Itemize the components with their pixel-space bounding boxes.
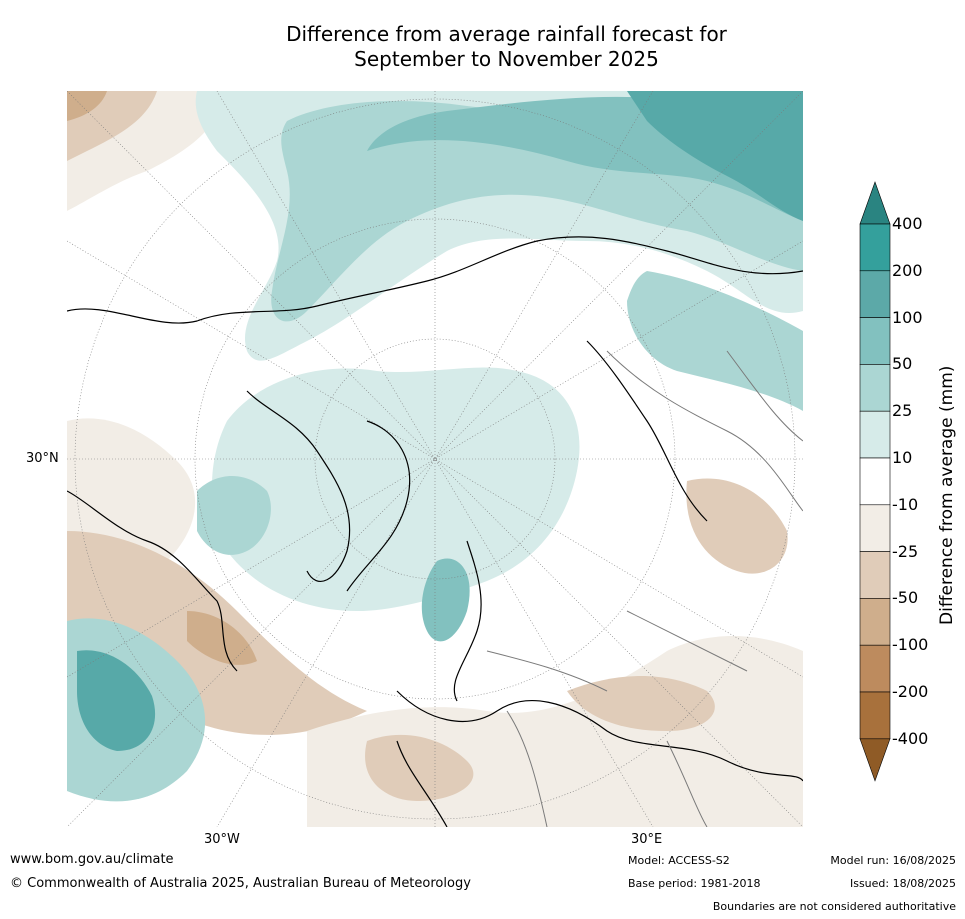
title-line-1: Difference from average rainfall forecas…	[286, 22, 727, 46]
colorbar-tick-label: -200	[892, 682, 929, 701]
colorbar-label: Difference from average (mm)	[937, 365, 957, 625]
graticule	[67, 91, 803, 827]
colorbar-extend-top	[859, 181, 891, 225]
colorbar-swatch	[859, 457, 891, 506]
rainfall-map	[67, 91, 803, 827]
map-title: Difference from average rainfall forecas…	[0, 22, 965, 72]
colorbar-swatch	[859, 598, 891, 646]
footer-issued: Issued: 18/08/2025	[849, 877, 956, 890]
colorbar-swatch	[859, 644, 891, 693]
lat-label-30n: 30°N	[26, 451, 59, 466]
colorbar-swatch	[859, 410, 891, 459]
footer-base-period: Base period: 1981-2018	[628, 877, 761, 890]
colorbar-extend-bottom	[859, 738, 891, 782]
title-line-2: September to November 2025	[354, 47, 659, 71]
dry-area-central-asia	[686, 478, 788, 574]
colorbar-tick-label: 10	[892, 448, 913, 467]
dry-core-atlantic	[187, 611, 257, 665]
footer-disclaimer: Boundaries are not considered authoritat…	[712, 900, 956, 913]
colorbar-tick-label: -50	[892, 588, 919, 608]
colorbar-tick-label: -10	[892, 494, 919, 514]
colorbar-swatch	[859, 317, 891, 365]
footer-copyright: © Commonwealth of Australia 2025, Austra…	[10, 876, 471, 891]
lon-label-30w: 30°W	[204, 832, 240, 847]
footer-model: Model: ACCESS-S2	[628, 854, 730, 867]
dry-area-mediterranean	[365, 734, 474, 801]
colorbar-swatch	[859, 364, 891, 412]
colorbar-swatch	[859, 223, 891, 272]
coastlines	[67, 236, 803, 827]
colorbar-tick-label: -100	[892, 635, 929, 655]
lon-label-30e: 30°E	[631, 832, 663, 847]
wet-area-russia-east	[627, 271, 803, 411]
colorbar-swatch	[859, 270, 891, 318]
wet-core-southwest-atlantic	[77, 650, 156, 751]
wet-core-east	[627, 91, 803, 221]
colorbar-tick-label: 25	[892, 401, 913, 421]
dry-core-small	[67, 91, 107, 121]
colorbar-tick-label: 400	[892, 214, 923, 233]
footer-website: www.bom.gov.au/climate	[10, 852, 174, 867]
colorbar-swatch	[859, 504, 891, 552]
colorbar-svg	[859, 181, 891, 782]
colorbar-tick-label: 100	[892, 307, 923, 327]
wet-area-greenland	[197, 476, 271, 555]
wet-area-arctic	[212, 367, 580, 611]
colorbar-tick-label: 50	[892, 354, 913, 374]
map-svg	[67, 91, 803, 827]
country-borders	[486, 350, 803, 827]
colorbar-swatch	[859, 551, 891, 599]
colorbar-tick-label: 200	[892, 260, 923, 280]
colorbar: 400 200 100 50 25 10 -10 -25 -50 -100 -200 -400	[858, 181, 958, 782]
colorbar-tick-label: -25	[892, 541, 919, 561]
colorbar-tick-label: -400	[892, 728, 929, 748]
footer-model-run: Model run: 16/08/2025	[830, 854, 956, 867]
colorbar-swatch	[859, 691, 891, 740]
